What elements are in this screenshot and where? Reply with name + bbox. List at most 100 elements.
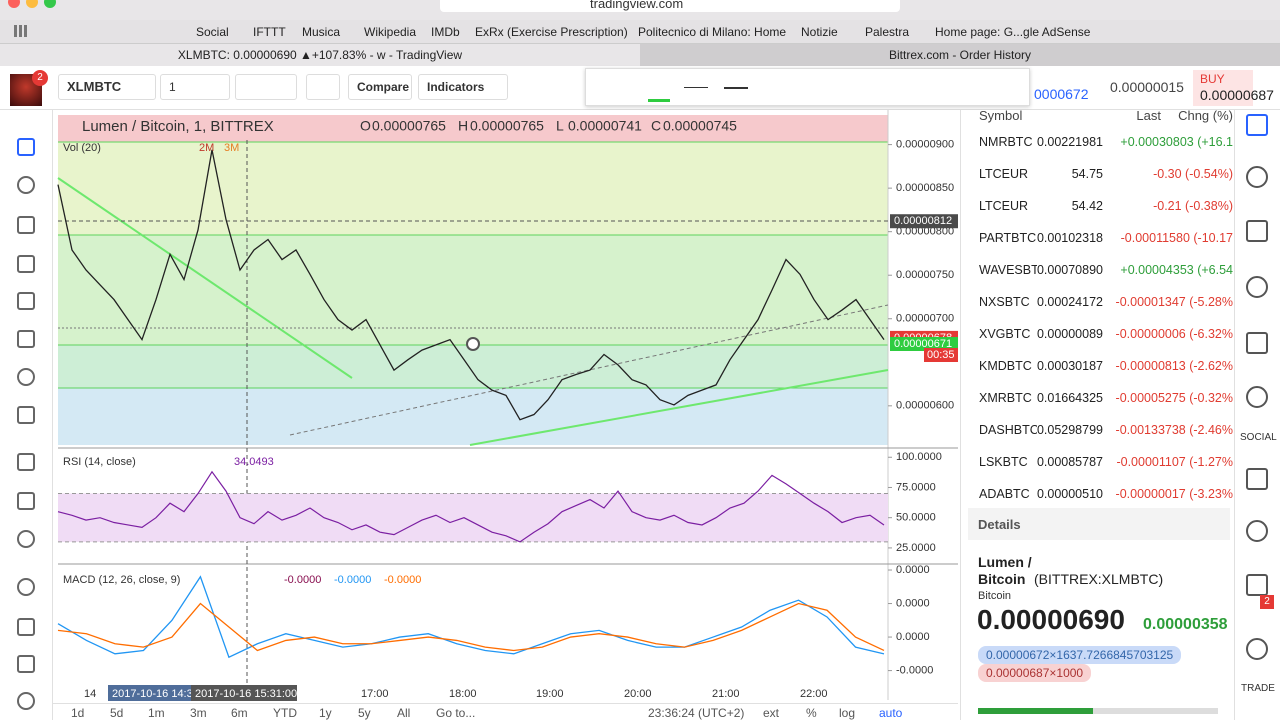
symbol-box[interactable]: XLMBTC <box>58 74 156 100</box>
bookmark[interactable]: Social <box>196 25 229 39</box>
watchlist-row[interactable]: LSKBTC 0.00085787 -0.00001107 (-1.27% <box>969 447 1233 479</box>
tool-icon[interactable] <box>17 530 35 548</box>
macd-value: -0.0000 <box>384 574 421 586</box>
sidebar-icon[interactable] <box>1246 638 1268 660</box>
watchlist-row[interactable]: LTCEUR 54.75 -0.30 (-0.54%) <box>969 159 1233 191</box>
chart-option[interactable]: log <box>839 706 856 720</box>
tool-icon[interactable] <box>17 176 35 194</box>
details-name: Lumen / <box>978 554 1032 570</box>
sidebar-icon[interactable] <box>1246 468 1268 490</box>
spread: 0.00000015 <box>1110 79 1184 95</box>
bookmark[interactable]: IFTTT <box>253 25 286 39</box>
watchlist-row[interactable]: WAVESBTC0.00070890 +0.00004353 (+6.54 <box>969 255 1233 287</box>
range-button[interactable]: 3m <box>190 706 207 720</box>
buy-box[interactable] <box>1193 70 1253 106</box>
details-header <box>968 508 1230 540</box>
bottom-bar: 1d 5d 1m 3m 6m YTD 1y 5y All Go to... 23:36:24 (UT… <box>53 703 958 720</box>
time-label: 14 <box>84 688 96 700</box>
y-tick-label: 0.00000850 <box>896 182 954 194</box>
sidebar-icon[interactable] <box>1246 520 1268 542</box>
goto-button[interactable]: Go to... <box>436 706 476 720</box>
line-style[interactable] <box>684 87 708 88</box>
watchlist-row[interactable]: NXSBTC 0.00024172 -0.00001347 (-5.28% <box>969 287 1233 319</box>
ohlc-value: 0.00000741 <box>568 118 642 134</box>
time-label: 21:00 <box>712 688 740 700</box>
tab[interactable]: Bittrex.com - Order History <box>640 44 1280 66</box>
interval[interactable]: 1 <box>160 74 230 100</box>
bookmark[interactable]: ExRx (Exercise Prescription) <box>475 25 628 39</box>
symbol: KMDBTC <box>979 359 1032 373</box>
tool-icon[interactable] <box>17 368 35 386</box>
trade-label[interactable]: TRADE <box>1241 683 1275 694</box>
watchlist-row[interactable]: LTCEUR 54.42 -0.21 (-0.38%) <box>969 191 1233 223</box>
tool-icon[interactable] <box>17 292 35 310</box>
tool-icon[interactable] <box>17 492 35 510</box>
sidebar-icon[interactable] <box>1246 220 1268 242</box>
bookmark[interactable]: Politecnico di Milano: Home <box>638 25 787 39</box>
watchlist-row[interactable]: DASHBTC 0.05298799 -0.00133738 (-2.46% <box>969 415 1233 447</box>
tool-icon[interactable] <box>17 406 35 424</box>
tool-icon[interactable] <box>17 618 35 636</box>
ask-chip: 0.00000687×1000 <box>978 664 1092 682</box>
sidebar-icon[interactable] <box>1246 166 1268 188</box>
watchlist-row[interactable]: PARTBTC 0.00102318 -0.00011580 (-10.17 <box>969 223 1233 255</box>
sidebar-icon[interactable] <box>1246 332 1268 354</box>
tool-icon[interactable] <box>17 216 35 234</box>
chart-option[interactable]: auto <box>879 706 903 720</box>
range-button[interactable]: All <box>397 706 411 720</box>
apps-icon[interactable] <box>14 25 28 37</box>
countdown: 00:35 <box>927 349 955 361</box>
range-button[interactable]: YTD <box>273 706 297 720</box>
tool-icon[interactable] <box>17 655 35 673</box>
progress-fill <box>978 708 1093 714</box>
bookmark[interactable]: Home page: G...gle AdSense <box>935 25 1091 39</box>
watchlist-row[interactable]: NMRBTC 0.00221981 +0.00030803 (+16.1 <box>969 127 1233 159</box>
zone <box>58 388 888 445</box>
y-tick-label: 0.0000 <box>896 597 930 609</box>
sidebar-icon[interactable] <box>1246 574 1268 596</box>
range-button[interactable]: 6m <box>231 706 248 720</box>
watchlist-row[interactable]: KMDBTC 0.00030187 -0.00000813 (-2.62% <box>969 351 1233 383</box>
watchlist-row[interactable]: ADABTC 0.00000510 -0.00000017 (-3.23% <box>969 479 1233 511</box>
chart-type[interactable] <box>235 74 297 100</box>
buy-price[interactable]: 0.00000687 <box>1200 87 1274 103</box>
settings-button[interactable] <box>306 74 340 100</box>
price-marker <box>890 214 958 229</box>
range-button[interactable]: 1d <box>71 706 85 720</box>
time-label: 18:00 <box>449 688 477 700</box>
bookmark[interactable]: Wikipedia <box>364 25 417 39</box>
range-button[interactable]: 1y <box>319 706 332 720</box>
watchlist-row[interactable]: XMRBTC 0.01664325 -0.00005275 (-0.32% <box>969 383 1233 415</box>
chart-option[interactable]: ext <box>763 706 780 720</box>
symbol: ADABTC <box>979 487 1030 501</box>
tool-icon[interactable] <box>17 330 35 348</box>
sidebar-icon[interactable] <box>1246 276 1268 298</box>
tool-icon[interactable] <box>17 453 35 471</box>
last-price: 0.00000089 <box>1036 327 1103 341</box>
tool-icon[interactable] <box>17 255 35 273</box>
indicators-button[interactable]: Indicators <box>418 74 508 100</box>
chart-option[interactable]: % <box>806 706 817 720</box>
tool-icon[interactable] <box>17 692 35 710</box>
bookmark[interactable]: Notizie <box>801 25 838 39</box>
compare-button[interactable]: Compare <box>348 74 412 100</box>
range-button[interactable]: 5d <box>110 706 124 720</box>
sidebar-icon[interactable] <box>1246 114 1268 136</box>
bookmark[interactable]: Palestra <box>865 25 910 39</box>
time-label: 20:00 <box>624 688 652 700</box>
address-bar[interactable] <box>440 0 900 12</box>
sidebar-icon[interactable] <box>1246 386 1268 408</box>
tool-icon[interactable] <box>17 578 35 596</box>
line-width[interactable] <box>724 87 748 89</box>
bookmark[interactable]: Musica <box>302 25 341 39</box>
time-label: 19:00 <box>536 688 564 700</box>
range-button[interactable]: 5y <box>358 706 371 720</box>
chart-title: Lumen / Bitcoin, 1, BITTREX <box>82 118 274 135</box>
watchlist-row[interactable]: XVGBTC 0.00000089 -0.00000006 (-6.32% <box>969 319 1233 351</box>
tool-icon[interactable] <box>17 138 35 156</box>
tab[interactable]: XLMBTC: 0.00000690 ▲+107.83% - w - Tradi… <box>0 44 640 66</box>
bookmark[interactable]: IMDb <box>431 25 460 39</box>
range-button[interactable]: 1m <box>148 706 165 720</box>
social-label[interactable]: SOCIAL <box>1240 432 1277 443</box>
